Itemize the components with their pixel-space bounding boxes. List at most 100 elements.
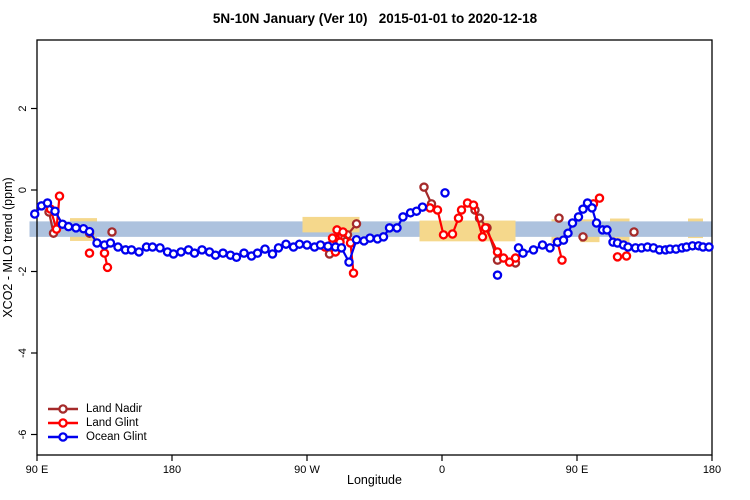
- data-point-land-nadir: [578, 232, 588, 242]
- data-point-land-glint: [102, 262, 113, 273]
- x-axis-tick-label: 0: [439, 464, 445, 476]
- x-axis-tick-label: 180: [163, 464, 181, 476]
- data-point-ocean-glint: [378, 232, 389, 242]
- data-point-land-glint: [468, 200, 479, 210]
- yellow-reference-band: [419, 220, 516, 242]
- legend-item-ocean-glint: Ocean Glint: [46, 430, 147, 444]
- blue-reference-band: [29, 221, 712, 237]
- data-point-ocean-glint: [176, 247, 186, 257]
- data-point-land-glint: [84, 248, 95, 258]
- data-point-ocean-glint: [29, 209, 40, 219]
- data-point-ocean-glint: [239, 248, 249, 258]
- data-point-ocean-glint: [578, 204, 588, 214]
- data-point-land-glint: [425, 203, 435, 213]
- data-point-land-glint: [54, 191, 65, 201]
- data-point-ocean-glint: [63, 221, 74, 232]
- legend-line-circle-icon: [48, 432, 78, 442]
- data-point-ocean-glint: [84, 226, 95, 237]
- data-point-land-nadir: [351, 219, 362, 229]
- data-point-land-glint: [99, 248, 110, 258]
- data-point-ocean-glint: [365, 233, 375, 243]
- data-point-ocean-glint: [417, 202, 428, 212]
- data-point-ocean-glint: [537, 240, 548, 250]
- data-point-ocean-glint: [168, 249, 179, 259]
- data-point-ocean-glint: [344, 257, 354, 267]
- data-point-ocean-glint: [315, 240, 326, 250]
- data-point-ocean-glint: [623, 242, 633, 252]
- data-point-ocean-glint: [197, 245, 207, 255]
- data-point-land-nadir: [107, 227, 117, 237]
- data-point-ocean-glint: [281, 239, 291, 249]
- data-point-ocean-glint: [71, 223, 81, 233]
- x-axis-tick-label: 90 E: [566, 464, 589, 476]
- data-point-ocean-glint: [398, 212, 408, 222]
- data-point-ocean-glint: [189, 248, 200, 258]
- data-point-ocean-glint: [134, 247, 144, 257]
- x-axis-tick-label: 90 E: [26, 464, 49, 476]
- y-axis-tick-label: -6: [17, 430, 29, 440]
- data-point-ocean-glint: [384, 223, 395, 233]
- data-point-land-glint: [621, 251, 632, 261]
- data-point-ocean-glint: [558, 235, 569, 245]
- data-point-ocean-glint: [704, 242, 714, 252]
- data-point-land-glint: [51, 224, 62, 234]
- data-point-ocean-glint: [273, 243, 284, 253]
- data-point-land-glint: [480, 223, 491, 233]
- data-point-ocean-glint: [323, 241, 333, 251]
- data-point-ocean-glint: [113, 242, 123, 252]
- y-axis-tick-label: 2: [17, 105, 29, 111]
- data-point-ocean-glint: [218, 248, 228, 258]
- data-point-land-glint: [348, 268, 359, 278]
- x-axis-tick-label: 180: [703, 464, 721, 476]
- data-point-ocean-glint: [105, 238, 116, 248]
- data-point-land-glint: [510, 253, 521, 263]
- chart-title: 5N-10N January (Ver 10) 2015-01-01 to 20…: [212, 11, 538, 26]
- data-point-land-glint: [477, 232, 488, 242]
- x-axis-tick-label: 90 W: [294, 464, 320, 476]
- data-point-land-glint: [327, 233, 338, 243]
- data-point-ocean-glint: [252, 248, 263, 258]
- data-point-ocean-glint: [351, 234, 362, 245]
- y-axis-tick-label: -2: [17, 267, 29, 277]
- data-point-ocean-glint: [392, 223, 402, 233]
- data-point-ocean-glint: [155, 243, 165, 253]
- data-point-ocean-glint: [336, 243, 347, 253]
- data-point-land-glint: [594, 193, 605, 203]
- data-point-land-glint: [557, 255, 567, 265]
- data-point-ocean-glint: [563, 228, 573, 238]
- data-point-land-nadir: [554, 213, 564, 223]
- data-point-ocean-glint: [126, 245, 137, 255]
- data-point-ocean-glint: [492, 270, 503, 280]
- data-point-land-nadir: [419, 182, 429, 192]
- data-point-ocean-glint: [267, 249, 278, 259]
- data-point-ocean-glint: [587, 203, 597, 213]
- data-point-ocean-glint: [42, 198, 53, 208]
- data-point-ocean-glint: [591, 218, 602, 228]
- data-point-ocean-glint: [231, 252, 242, 262]
- data-point-ocean-glint: [528, 245, 539, 255]
- legend-item-land-nadir: Land Nadir: [46, 402, 147, 416]
- data-point-ocean-glint: [92, 238, 102, 248]
- legend-label: Land Glint: [86, 417, 139, 429]
- data-point-ocean-glint: [567, 218, 578, 228]
- data-point-ocean-glint: [545, 243, 555, 253]
- data-point-ocean-glint: [573, 212, 584, 222]
- y-axis-tick-label: -4: [17, 348, 29, 358]
- legend-line-circle-icon: [48, 418, 78, 428]
- data-point-land-glint: [338, 227, 348, 237]
- data-point-ocean-glint: [294, 239, 305, 249]
- legend-line-circle-icon: [48, 404, 78, 414]
- legend-item-land-glint: Land Glint: [46, 416, 147, 430]
- data-point-ocean-glint: [302, 240, 312, 250]
- data-point-land-glint: [447, 229, 458, 239]
- data-point-land-nadir: [629, 227, 639, 237]
- legend: Land Nadir Land Glint Ocean Glint: [46, 402, 147, 444]
- data-point-ocean-glint: [210, 250, 221, 260]
- data-point-land-glint: [492, 247, 503, 257]
- data-point-ocean-glint: [518, 248, 528, 258]
- x-axis-label: Longitude: [347, 473, 402, 487]
- data-point-land-glint: [453, 213, 464, 223]
- data-point-ocean-glint: [440, 188, 450, 198]
